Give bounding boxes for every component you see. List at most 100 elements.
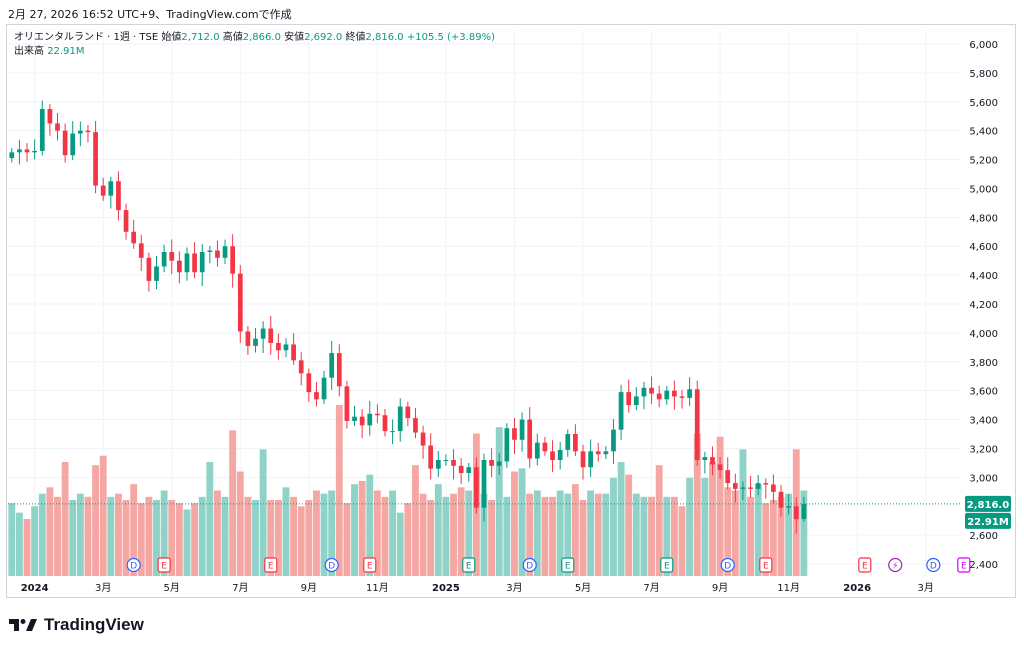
candle — [435, 460, 441, 469]
time-tick-label: 7月 — [232, 582, 248, 594]
brand-name: TradingView — [44, 615, 144, 634]
time-tick-label: 3月 — [95, 582, 111, 594]
candle — [694, 389, 700, 460]
volume-bar — [404, 503, 412, 576]
volume-bar — [328, 490, 336, 576]
volume-bar — [320, 493, 328, 576]
candles — [9, 100, 807, 534]
candle — [649, 387, 654, 394]
candle — [268, 328, 274, 343]
time-tick-label: 11月 — [366, 582, 389, 594]
volume-bar — [709, 462, 716, 576]
candle — [367, 413, 373, 426]
earnings-marker-label: E — [367, 562, 373, 572]
candle — [47, 109, 53, 124]
price-tick-label: 3,800 — [969, 358, 998, 369]
earnings-marker — [264, 557, 278, 573]
last-price-badge — [965, 495, 1011, 512]
volume-bar — [214, 490, 221, 576]
time-axis: 2024 3月 5月 7月 9月 11月 2025 3月 5月 7月 9月 11月 2026 3月 — [21, 582, 934, 594]
legend-volume-row: 出来高 22.91M — [14, 45, 495, 59]
candle — [778, 491, 784, 508]
candle — [740, 487, 746, 489]
legend-ohlc-row: オリエンタルランド · 1週 · TSE 始値2,712.0 高値2,866.0… — [14, 31, 495, 45]
candle — [306, 373, 312, 393]
volume-bar — [427, 500, 435, 576]
volume-bar — [617, 462, 625, 576]
volume-bar — [533, 490, 541, 576]
candle — [283, 344, 289, 351]
volume-bar — [434, 484, 442, 576]
volume-bar — [800, 490, 808, 576]
volume-bar — [244, 496, 252, 576]
volume-bar — [130, 484, 138, 576]
price-tick-label: 5,600 — [969, 98, 998, 109]
price-tick-label: 3,600 — [969, 387, 998, 398]
low-label: 安値 — [284, 32, 305, 43]
volume-bar — [92, 465, 100, 576]
volume-bar — [229, 430, 237, 576]
high-label: 高値 — [222, 32, 243, 43]
candle — [146, 257, 152, 281]
time-tick-label: 9月 — [301, 582, 317, 594]
candle — [260, 328, 266, 339]
volume-bar — [84, 496, 92, 576]
last-volume-badge — [965, 512, 1011, 529]
earnings-marker-label: E — [268, 562, 274, 572]
candle — [253, 338, 258, 346]
volume-bar — [465, 490, 473, 576]
high-value: 2,866.0 — [242, 32, 281, 43]
candle — [359, 416, 365, 426]
candle — [85, 130, 91, 133]
volume-bar — [206, 462, 214, 576]
candle — [329, 353, 335, 378]
event-markers: D E E D E E D E E D E E ⚡ D E — [126, 557, 971, 573]
candle — [702, 457, 708, 460]
price-tick-label: 3,400 — [969, 416, 998, 427]
volume-bar — [259, 449, 267, 576]
volume-label[interactable]: 出来高 — [14, 46, 44, 57]
volume-bar — [23, 519, 31, 576]
chart-frame[interactable] — [6, 24, 1016, 598]
dividend-marker-label: D — [526, 562, 533, 572]
volume-bar — [145, 496, 153, 576]
candle — [466, 467, 472, 473]
earnings-marker-label: E — [862, 562, 868, 572]
volume-bar — [107, 496, 115, 576]
candle — [489, 460, 494, 466]
candle — [192, 253, 197, 273]
candle — [375, 413, 380, 416]
dividend-marker — [324, 557, 339, 573]
split-marker — [888, 557, 903, 573]
volume-bar — [670, 496, 678, 576]
price-tick-label: 5,200 — [969, 156, 998, 167]
earnings-marker — [157, 557, 171, 573]
candle — [580, 451, 586, 468]
volume-bar — [168, 500, 176, 576]
volume-bar — [373, 490, 381, 576]
candle — [9, 152, 15, 159]
volume-bar — [701, 477, 709, 576]
symbol-label[interactable]: オリエンタルランド · 1週 · TSE — [14, 32, 159, 43]
volume-bar — [313, 490, 320, 576]
volume-bar — [724, 487, 732, 576]
candle — [291, 344, 296, 361]
candle — [62, 130, 68, 156]
price-tick-label: 5,000 — [969, 184, 998, 195]
candle — [550, 451, 555, 460]
dividend-marker — [926, 557, 941, 573]
candle — [679, 396, 685, 398]
volume-value: 22.91M — [47, 46, 85, 57]
volume-bar — [267, 500, 275, 576]
candle — [39, 109, 45, 151]
candle — [352, 416, 357, 421]
volume-bars — [8, 405, 808, 576]
candle — [397, 406, 403, 432]
candle — [70, 133, 76, 156]
footer-brand[interactable]: TradingView — [8, 613, 144, 637]
volume-bar — [648, 496, 655, 576]
price-tick-label: 4,000 — [969, 329, 998, 340]
candle — [611, 429, 616, 452]
volume-bar — [335, 405, 343, 576]
